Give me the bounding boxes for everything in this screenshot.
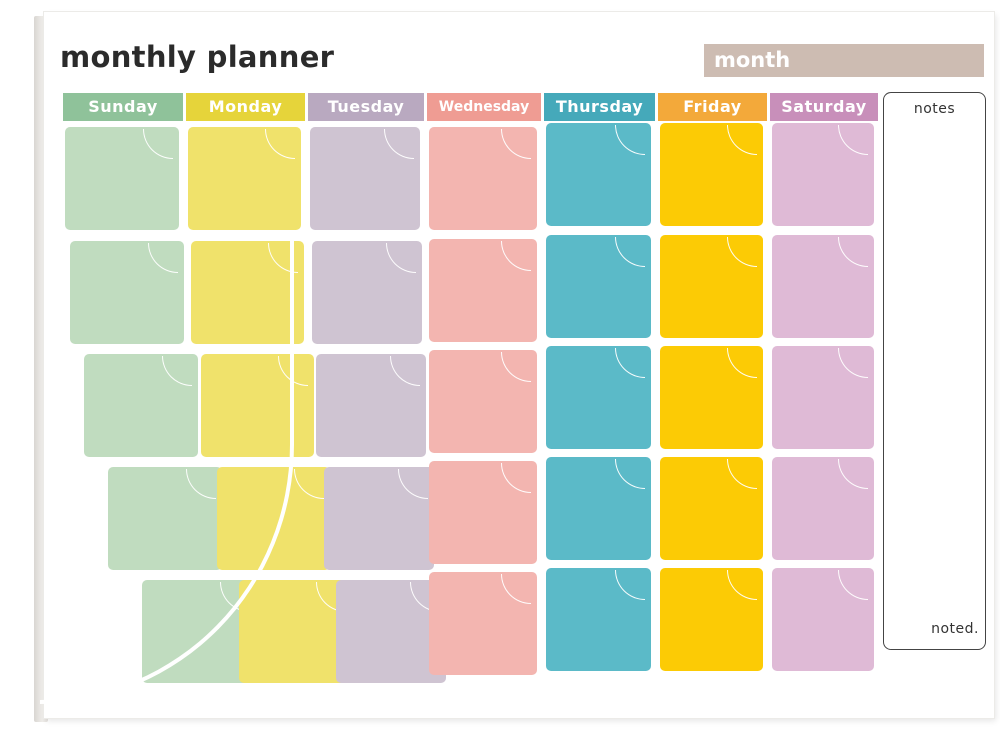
corner-curl-icon: [148, 243, 178, 273]
day-cell[interactable]: [310, 127, 420, 230]
day-cell[interactable]: [429, 461, 537, 564]
corner-curl-icon: [294, 469, 324, 499]
day-cell[interactable]: [772, 123, 874, 226]
day-header-sunday: Sunday: [63, 93, 183, 121]
day-cell[interactable]: [772, 457, 874, 560]
day-cell[interactable]: [191, 241, 304, 344]
day-cell[interactable]: [201, 354, 314, 457]
corner-curl-icon: [727, 459, 757, 489]
corner-curl-icon: [143, 129, 173, 159]
day-cell[interactable]: [312, 241, 422, 344]
corner-curl-icon: [838, 125, 868, 155]
day-header-tuesday: Tuesday: [308, 93, 424, 121]
day-cell[interactable]: [546, 457, 651, 560]
corner-curl-icon: [838, 348, 868, 378]
corner-curl-icon: [386, 243, 416, 273]
day-cell[interactable]: [772, 235, 874, 338]
day-cell[interactable]: [316, 354, 426, 457]
day-cell[interactable]: [108, 467, 222, 570]
day-cell[interactable]: [660, 346, 763, 449]
day-header-friday: Friday: [658, 93, 767, 121]
planner-title: monthly planner: [60, 40, 335, 74]
notes-box[interactable]: notes noted.: [883, 92, 986, 650]
corner-curl-icon: [615, 570, 645, 600]
day-cell[interactable]: [188, 127, 301, 230]
day-cell[interactable]: [217, 467, 330, 570]
corner-curl-icon: [186, 469, 216, 499]
day-cell[interactable]: [429, 239, 537, 342]
day-cell[interactable]: [660, 568, 763, 671]
day-cell[interactable]: [429, 572, 537, 675]
day-header-monday: Monday: [186, 93, 305, 121]
day-header-saturday: Saturday: [770, 93, 878, 121]
notes-heading: notes: [913, 101, 956, 117]
corner-curl-icon: [838, 570, 868, 600]
corner-curl-icon: [838, 459, 868, 489]
corner-curl-icon: [162, 356, 192, 386]
corner-curl-icon: [615, 348, 645, 378]
corner-curl-icon: [727, 237, 757, 267]
month-field[interactable]: month: [704, 44, 984, 77]
day-cell[interactable]: [84, 354, 198, 457]
day-cell[interactable]: [546, 235, 651, 338]
corner-curl-icon: [727, 348, 757, 378]
corner-curl-icon: [727, 570, 757, 600]
corner-curl-icon: [501, 574, 531, 604]
day-cell[interactable]: [546, 123, 651, 226]
day-cell[interactable]: [546, 568, 651, 671]
corner-curl-icon: [501, 463, 531, 493]
day-header-wednesday: Wednesday: [427, 93, 541, 121]
day-cell[interactable]: [660, 457, 763, 560]
day-cell[interactable]: [429, 350, 537, 453]
corner-curl-icon: [390, 356, 420, 386]
corner-curl-icon: [615, 237, 645, 267]
corner-curl-icon: [727, 125, 757, 155]
day-cell[interactable]: [65, 127, 179, 230]
day-cell[interactable]: [142, 580, 256, 683]
day-cell[interactable]: [336, 580, 446, 683]
day-cell[interactable]: [324, 467, 434, 570]
day-cell[interactable]: [546, 346, 651, 449]
day-cell[interactable]: [660, 123, 763, 226]
corner-curl-icon: [615, 125, 645, 155]
day-cell[interactable]: [660, 235, 763, 338]
corner-curl-icon: [398, 469, 428, 499]
corner-curl-icon: [501, 352, 531, 382]
day-header-thursday: Thursday: [544, 93, 655, 121]
day-cell[interactable]: [239, 580, 352, 683]
corner-curl-icon: [838, 237, 868, 267]
day-cell[interactable]: [429, 127, 537, 230]
day-cell[interactable]: [772, 346, 874, 449]
corner-curl-icon: [278, 356, 308, 386]
notes-footer: noted.: [931, 621, 979, 637]
corner-curl-icon: [265, 129, 295, 159]
corner-curl-icon: [384, 129, 414, 159]
day-cell[interactable]: [70, 241, 184, 344]
corner-curl-icon: [268, 243, 298, 273]
day-cell[interactable]: [772, 568, 874, 671]
corner-curl-icon: [501, 241, 531, 271]
corner-curl-icon: [501, 129, 531, 159]
corner-curl-icon: [615, 459, 645, 489]
